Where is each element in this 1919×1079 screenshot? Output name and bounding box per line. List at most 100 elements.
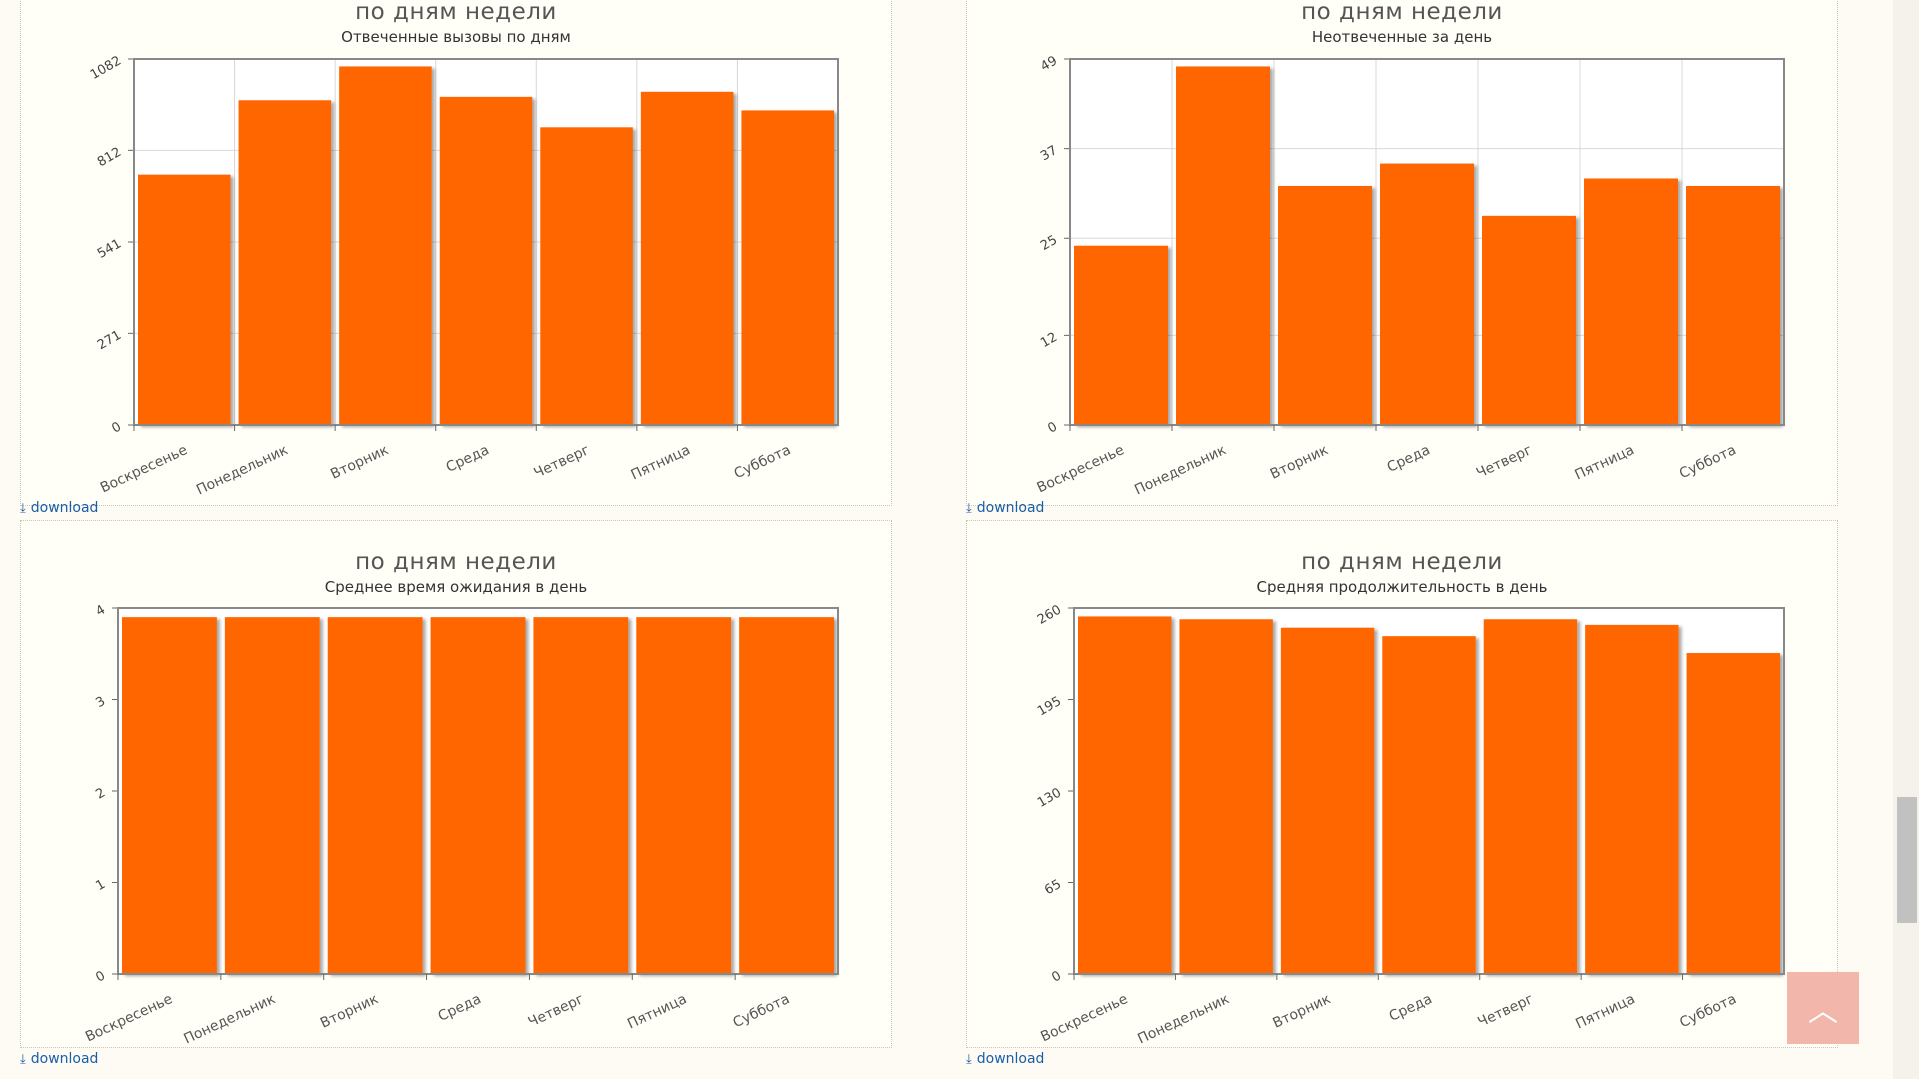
scroll-to-top-button[interactable]: ︿ [1787,972,1859,1044]
x-tick-label: Вторник [328,442,391,483]
y-tick-label: 37 [1038,143,1060,164]
download-icon: ⤓ [20,1051,26,1067]
x-tick-label: Понедельник [194,442,291,498]
x-tick-label: Среда [1385,442,1433,476]
bar-chart: 0 12 25 37 49 Воскресенье Понедельник Вторник Ср… [1035,53,1785,498]
bar [1078,616,1172,974]
bar [540,127,633,425]
x-tick-label: Понедельник [1135,991,1232,1047]
y-tick-label: 130 [1035,785,1064,810]
chevron-up-icon: ︿ [1808,994,1838,1029]
chart-subtitle: Неотвеченные за день [1311,28,1493,46]
x-tick-label: Пятница [629,442,693,483]
bar-chart: 0 1 2 3 4 Воскресенье Понедельник Вторник Среда Ч… [83,602,839,1047]
download-link[interactable]: ⤓ download [966,1051,1044,1067]
x-tick-label: Четверг [526,991,587,1031]
bar [636,617,732,974]
y-tick-label: 271 [95,328,124,353]
x-tick-label: Суббота [732,442,794,482]
y-tick-label: 2 [93,785,108,802]
download-label: download [976,500,1045,516]
chart-subtitle: Средняя продолжительность в день [1256,578,1548,596]
x-tick-label: Суббота [1677,991,1739,1031]
x-tick-label: Пятница [1573,991,1637,1032]
bar [339,66,432,425]
plot-border [117,607,839,975]
bar [430,617,526,974]
x-tick-label: Четверг [532,442,593,482]
y-tick-label: 541 [95,236,124,261]
y-tick-label: 1082 [88,53,124,83]
y-tick-label: 0 [1045,419,1060,436]
y-tick-label: 260 [1035,602,1064,627]
x-tick-label: Среда [436,991,484,1025]
y-tick-label: 195 [1035,694,1064,719]
x-tick-label: Четверг [1474,442,1535,482]
bar [1280,627,1375,974]
download-label: download [30,1051,99,1067]
download-label: download [30,500,99,516]
x-tick-label: Воскресенье [1035,442,1127,496]
y-tick-label: 0 [1049,968,1064,985]
chart-panel-wait-time: по дням недели Среднее время ожидания в … [20,520,892,1048]
scrollbar-thumb[interactable] [1897,797,1917,923]
bar [741,110,834,425]
bar [238,100,332,426]
bar [1584,178,1678,425]
download-link[interactable]: ⤓ download [20,500,98,516]
download-link[interactable]: ⤓ download [20,1051,98,1067]
download-icon: ⤓ [966,1051,972,1067]
y-tick-label: 25 [1038,233,1060,254]
x-tick-label: Вторник [318,991,381,1032]
bar [439,96,533,425]
bar [1179,619,1273,974]
download-icon: ⤓ [966,500,972,516]
chart-subtitle: Отвеченные вызовы по дням [341,28,571,46]
bar [122,617,217,974]
y-tick-label: 12 [1038,330,1060,351]
x-tick-label: Среда [444,442,492,476]
chart-panel-unanswered: по дням недели Неотвеченные за день 0 12 2… [966,0,1838,506]
x-tick-label: Вторник [1268,442,1331,483]
bar [1380,163,1474,426]
bar [1686,653,1780,974]
bar [640,91,734,425]
chart-title: по дням недели [355,0,557,25]
x-tick-label: Пятница [1572,442,1636,483]
download-link[interactable]: ⤓ download [966,500,1044,516]
plot-border [133,58,839,426]
chart-subtitle: Среднее время ожидания в день [324,578,588,596]
bar [138,174,231,425]
y-tick-label: 1 [93,877,108,894]
bar [327,617,423,974]
bar-chart: 0 271 541 812 1082 Воскресенье Понедельник Втор… [88,53,839,498]
x-tick-label: Понедельник [181,991,278,1047]
bar [1176,66,1270,425]
x-tick-label: Четверг [1475,991,1536,1031]
bar-chart: 0 65 130 195 260 Воскресенье Понедельник Вторни… [1035,602,1785,1047]
bar [533,617,629,974]
y-tick-label: 812 [95,145,124,170]
x-tick-label: Понедельник [1132,442,1229,498]
bar [1278,185,1372,425]
chart-title: по дням недели [1301,549,1503,575]
bar [1482,215,1576,425]
chart-title: по дням недели [355,549,557,575]
x-tick-label: Суббота [731,991,793,1031]
y-tick-label: 0 [109,419,124,436]
chart-panel-answered: по дням недели Отвеченные вызовы по дням… [20,0,892,506]
bar [1382,636,1476,974]
plot-border [1069,58,1785,426]
x-tick-label: Пятница [625,991,689,1032]
plot-border [1073,607,1785,975]
chart-title: по дням недели [1301,0,1503,25]
bar [224,617,320,974]
bar [1074,245,1168,425]
download-icon: ⤓ [20,500,26,516]
bar [1483,619,1578,974]
x-tick-label: Вторник [1270,991,1333,1032]
x-tick-label: Воскресенье [98,442,190,496]
y-tick-label: 3 [93,694,108,711]
x-tick-label: Суббота [1677,442,1739,482]
download-label: download [976,1051,1045,1067]
